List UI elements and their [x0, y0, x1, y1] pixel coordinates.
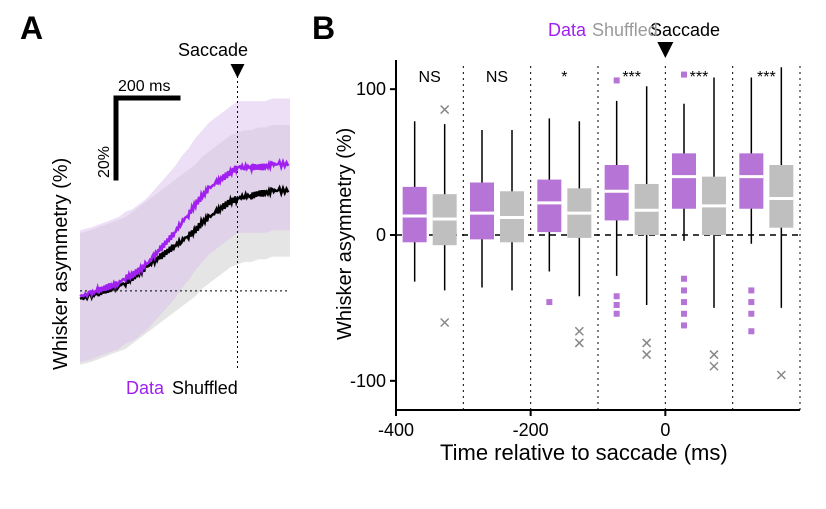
svg-text:NS: NS [486, 69, 508, 86]
svg-text:-400: -400 [378, 420, 414, 440]
figure: A Whisker asymmetry (%) Saccade 200 ms 2… [0, 0, 826, 509]
panel-b: Whisker asymmetry (%) Time relative to s… [330, 20, 810, 480]
svg-text:-200: -200 [513, 420, 549, 440]
panel-a: Whisker asymmetry (%) Saccade 200 ms 20%… [40, 20, 300, 420]
svg-text:100: 100 [356, 79, 386, 99]
svg-text:0: 0 [660, 420, 670, 440]
panel-b-svg: -1000100-400-2000NSNS********** [330, 20, 810, 480]
svg-text:*: * [561, 69, 567, 86]
svg-text:-100: -100 [350, 371, 386, 391]
svg-text:***: *** [690, 69, 709, 86]
svg-text:***: *** [622, 69, 641, 86]
svg-text:0: 0 [376, 225, 386, 245]
svg-text:NS: NS [419, 69, 441, 86]
svg-text:***: *** [757, 69, 776, 86]
panel-a-svg [40, 20, 300, 420]
